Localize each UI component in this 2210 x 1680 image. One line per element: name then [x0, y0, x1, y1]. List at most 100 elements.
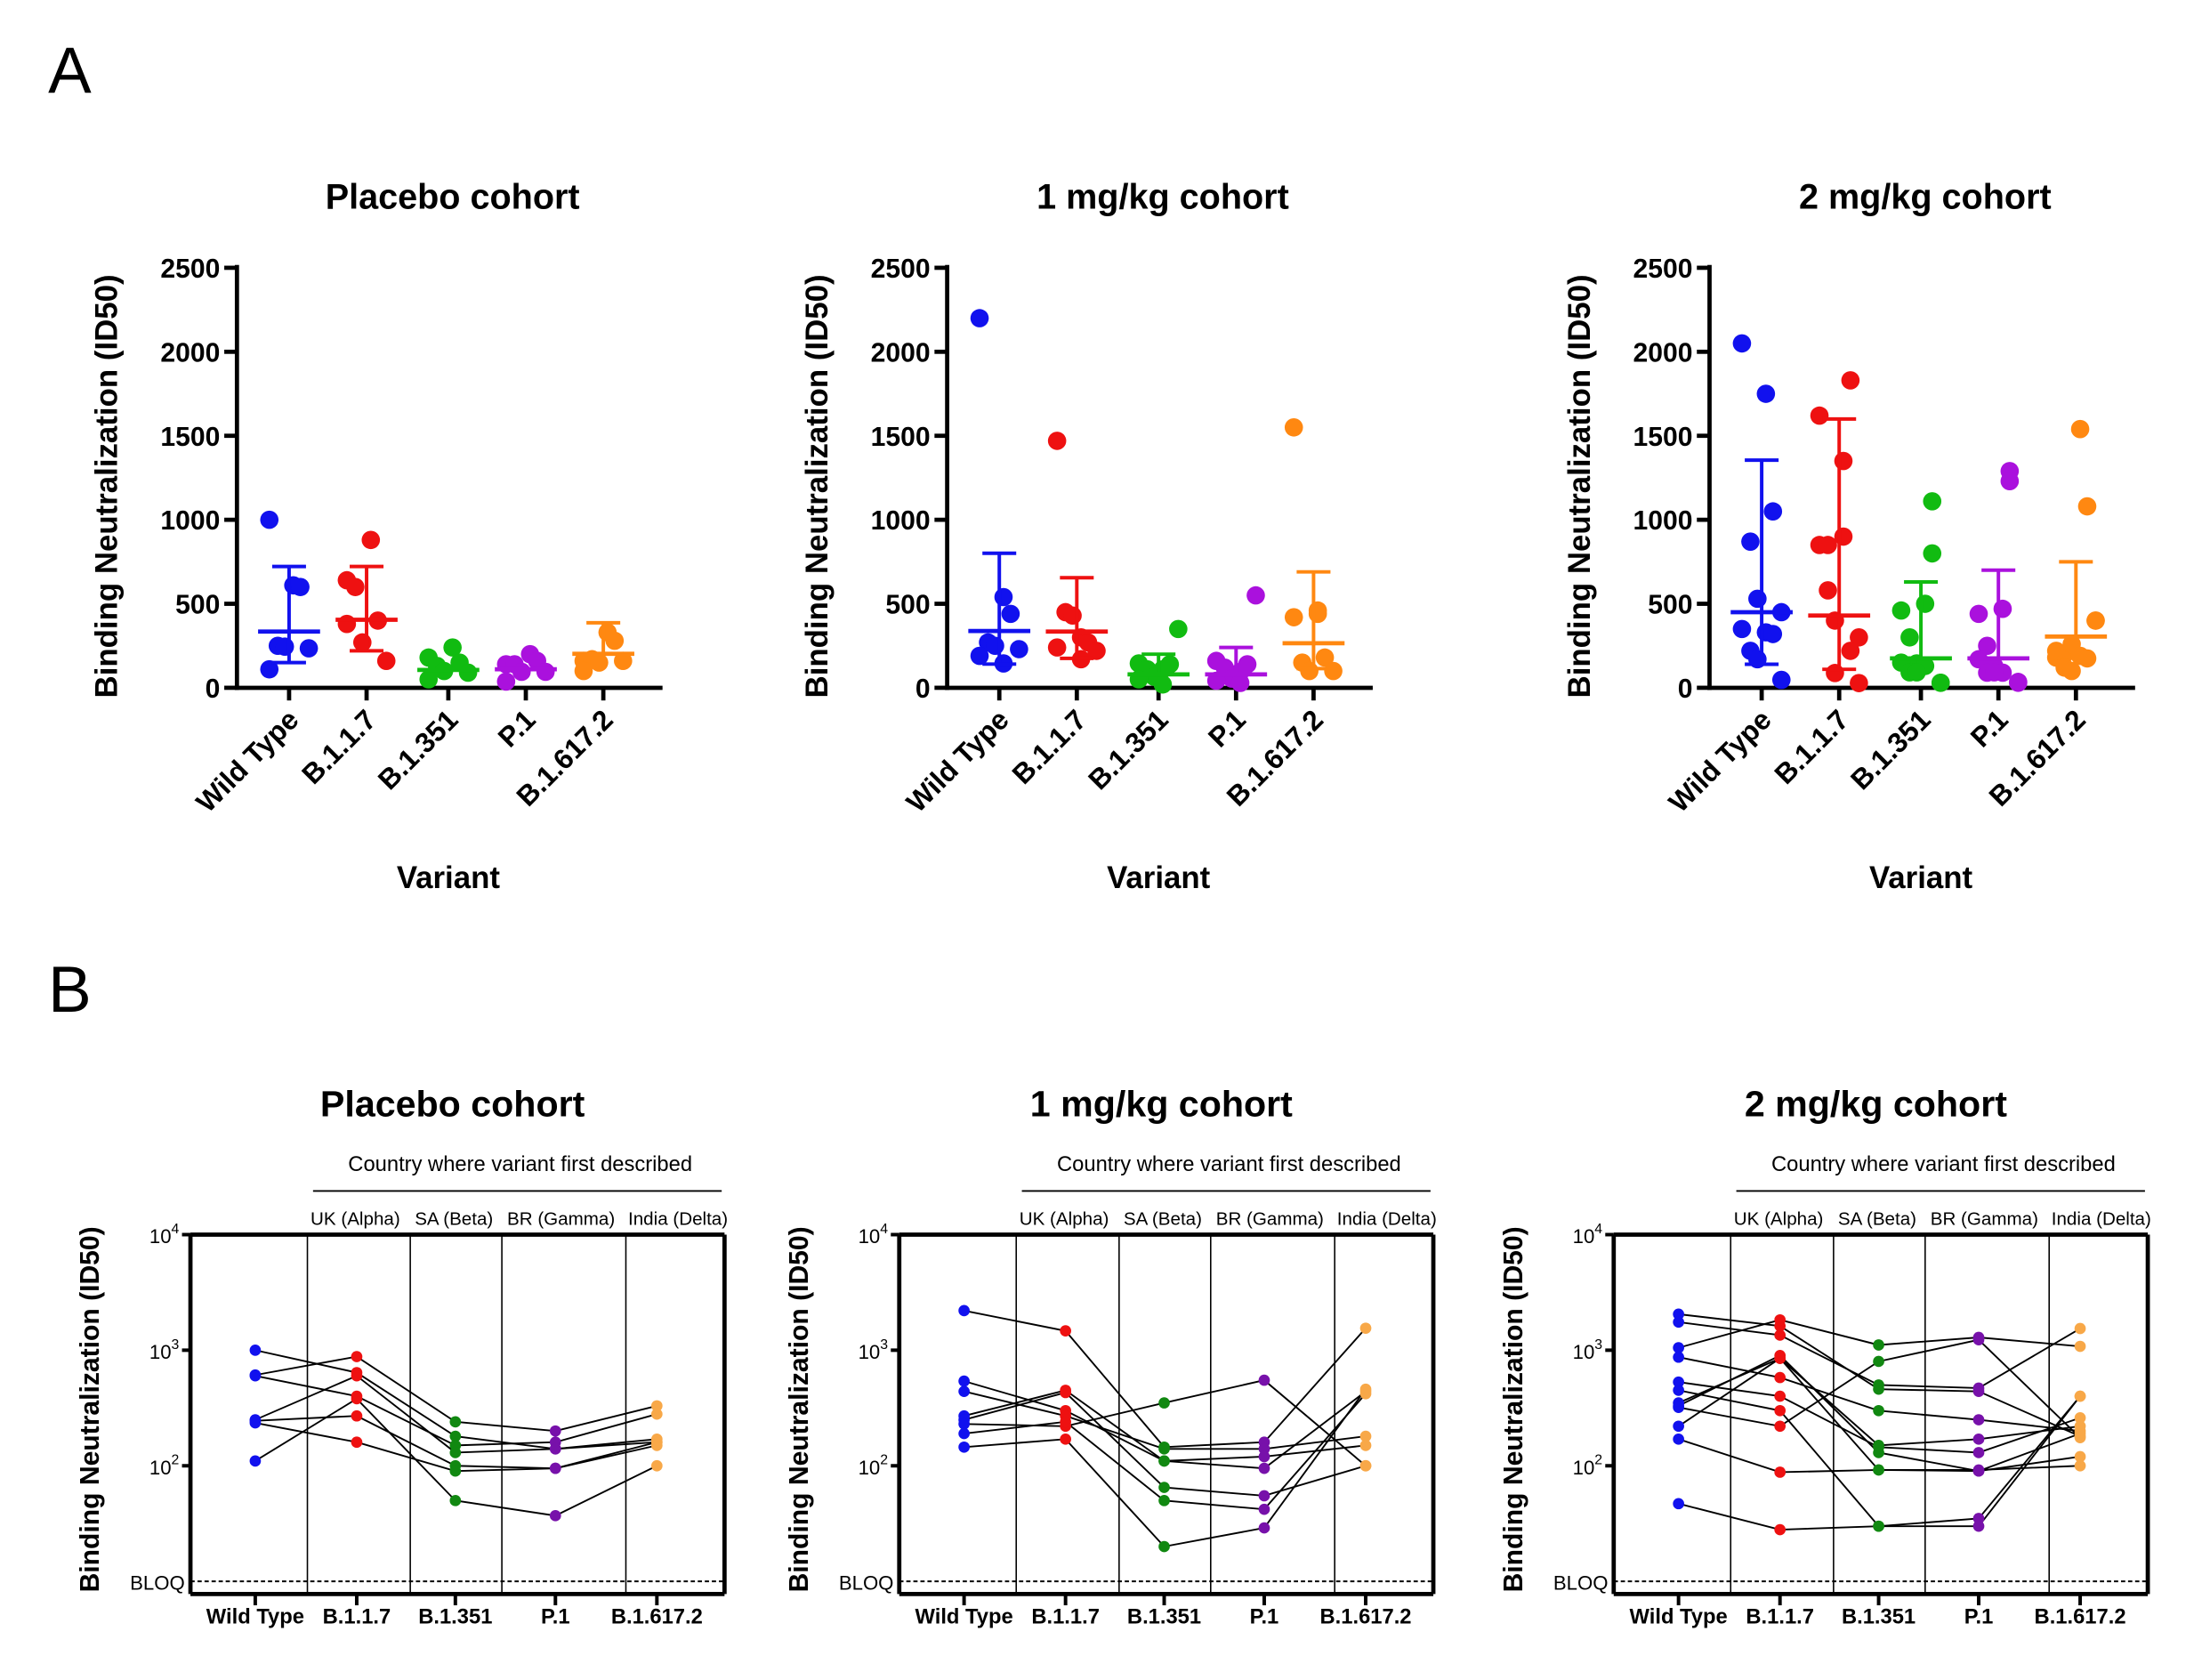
data-point	[549, 1442, 561, 1455]
data-point	[1673, 1376, 1684, 1388]
data-point	[449, 1447, 462, 1458]
data-point	[1673, 1420, 1684, 1433]
data-point	[1324, 661, 1343, 681]
x-tick-label: P.1	[1250, 1605, 1279, 1629]
y-tick-label: 1000	[160, 506, 220, 536]
data-point	[1873, 1464, 1884, 1476]
y-tick-label: 1500	[160, 423, 220, 452]
data-point	[1315, 648, 1335, 667]
x-tick-label: B.1.1.7	[1746, 1605, 1814, 1629]
data-point	[2070, 419, 2090, 439]
y-tick-label: 2000	[871, 338, 931, 368]
data-point	[574, 661, 593, 681]
data-point	[2074, 1390, 2086, 1402]
data-point	[1771, 670, 1791, 690]
data-point	[994, 587, 1013, 607]
data-point	[650, 1459, 663, 1472]
data-point	[2009, 673, 2028, 692]
data-point	[1993, 599, 2012, 618]
y-tick-label: 102	[859, 1453, 888, 1479]
data-point	[1841, 371, 1860, 390]
data-point	[1047, 638, 1067, 657]
data-point	[337, 614, 357, 634]
y-tick-label: 103	[859, 1337, 889, 1363]
x-tick-label: B.1.351	[418, 1605, 492, 1629]
country-header: Country where variant first described	[1771, 1152, 2116, 1176]
data-point	[970, 309, 989, 327]
data-point	[1891, 601, 1911, 620]
data-point	[376, 651, 396, 671]
y-tick-label: 2500	[1633, 254, 1693, 284]
data-point	[260, 659, 279, 679]
data-point	[1673, 1498, 1684, 1510]
data-point	[275, 637, 294, 656]
country-label: SA (Beta)	[1124, 1208, 1202, 1229]
data-point	[346, 578, 365, 596]
data-point	[449, 1465, 462, 1477]
data-point	[249, 1417, 262, 1429]
x-axis-label: Variant	[1869, 860, 1973, 895]
data-point	[2074, 1450, 2086, 1463]
y-tick-label: 2000	[1633, 338, 1693, 368]
data-point	[1834, 451, 1853, 471]
country-label: UK (Alpha)	[1734, 1208, 1824, 1229]
y-tick-label: 500	[1648, 591, 1692, 620]
data-point	[605, 631, 625, 650]
y-tick-label: 1000	[1633, 506, 1693, 536]
data-point	[1673, 1385, 1684, 1396]
data-point	[958, 1385, 970, 1398]
data-point	[1359, 1383, 1372, 1395]
y-axis-label: Binding Neutralization (ID50)	[1562, 274, 1597, 698]
data-point	[1359, 1430, 1372, 1442]
data-point	[549, 1509, 561, 1522]
data-point	[1873, 1520, 1884, 1532]
x-tick-label: Wild Type	[1630, 1605, 1728, 1629]
data-point	[1359, 1459, 1372, 1472]
bloq-label: BLOQ	[130, 1572, 185, 1595]
y-axis-label: Binding Neutralization (ID50)	[785, 1226, 814, 1592]
data-point	[958, 1304, 970, 1317]
data-point	[361, 530, 381, 550]
data-point	[2046, 642, 2066, 660]
data-point	[458, 663, 478, 682]
data-point	[1969, 604, 1988, 624]
data-point	[1972, 1447, 1985, 1458]
data-point	[1258, 1503, 1270, 1515]
y-tick-label: 102	[149, 1453, 179, 1479]
data-point	[1774, 1353, 1787, 1364]
country-label: SA (Beta)	[415, 1208, 493, 1229]
x-tick-label: B.1.617.2	[1320, 1605, 1412, 1629]
y-tick-label: 500	[175, 591, 220, 620]
data-point	[449, 1495, 462, 1506]
x-axis-label: Variant	[397, 860, 501, 895]
data-point	[249, 1345, 262, 1356]
data-point	[249, 1369, 262, 1382]
data-point	[1763, 625, 1783, 643]
data-point	[614, 651, 633, 671]
data-point	[1673, 1401, 1684, 1413]
data-point	[2000, 472, 2020, 491]
y-tick-label: 103	[149, 1337, 180, 1363]
data-point	[1160, 655, 1180, 674]
x-tick-label: B.1.1.7	[323, 1605, 391, 1629]
data-point	[2074, 1412, 2086, 1424]
data-point	[1047, 432, 1067, 450]
data-point	[1972, 1464, 1985, 1476]
data-point	[1284, 418, 1303, 437]
data-point	[419, 670, 439, 689]
data-point	[1060, 1386, 1071, 1399]
data-point	[291, 578, 310, 596]
chart-title: Placebo cohort	[320, 1083, 585, 1124]
data-point	[2077, 649, 2097, 668]
data-point	[1774, 1466, 1787, 1478]
data-point	[1153, 674, 1173, 694]
chart-b-3: 2 mg/kg cohort Country where variant firs…	[1499, 1083, 2151, 1628]
y-axis-label: Binding Neutralization (ID50)	[1499, 1226, 1528, 1592]
y-axis-label: Binding Neutralization (ID50)	[76, 1226, 105, 1592]
x-tick-label: B.1.617.2	[611, 1605, 703, 1629]
data-point	[1158, 1495, 1170, 1506]
data-point	[1819, 536, 1837, 554]
data-point	[512, 662, 531, 682]
data-point	[351, 1351, 363, 1362]
data-point	[1673, 1316, 1684, 1329]
